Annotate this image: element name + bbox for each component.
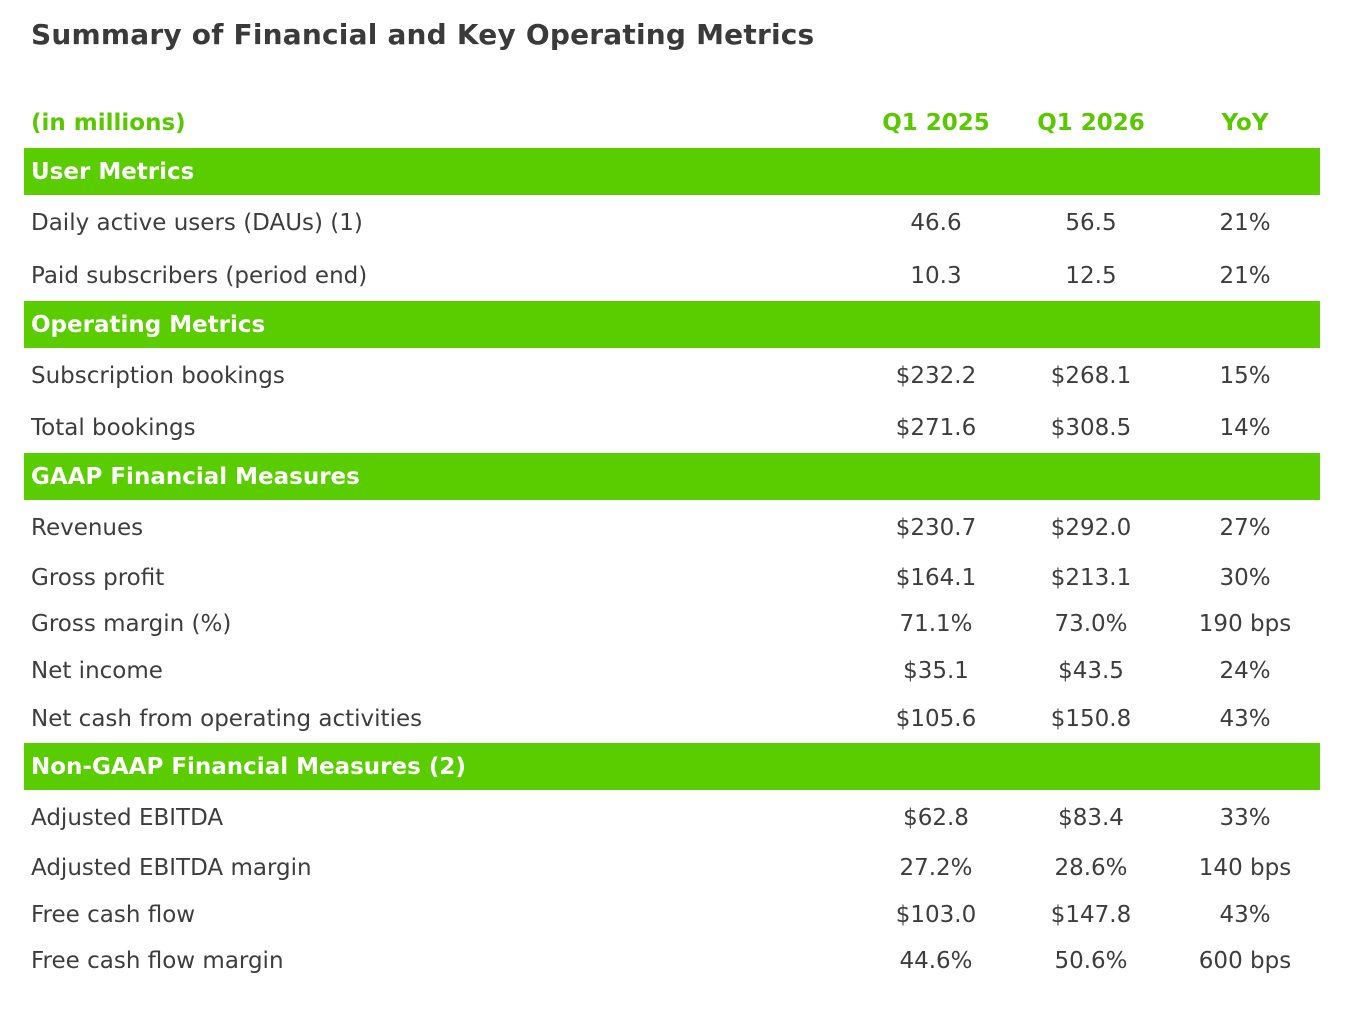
value-q1-2026: 12.5 (1065, 262, 1117, 289)
value-yoy: 21% (1219, 262, 1271, 289)
row-label: Net income (31, 658, 163, 684)
table-row: Total bookings $271.6 $308.5 14% (24, 403, 1320, 453)
value-yoy: 33% (1219, 804, 1271, 831)
value-q1-2025: $105.6 (895, 706, 977, 732)
row-label: Free cash flow (31, 901, 196, 928)
page-title: Summary of Financial and Key Operating M… (31, 18, 815, 51)
value-q1-2026: 56.5 (1065, 209, 1117, 236)
table-row: Gross profit $164.1 $213.1 30% (24, 555, 1320, 601)
value-q1-2026: $268.1 (1050, 362, 1132, 389)
value-q1-2026: 28.6% (1054, 855, 1128, 881)
row-label: Net cash from operating activities (31, 706, 423, 732)
value-q1-2025: $62.8 (903, 804, 969, 831)
metrics-table: (in millions) Q1 2025 Q1 2026 YoY User M… (24, 98, 1320, 984)
row-label: Gross profit (31, 565, 165, 591)
value-q1-2025: 10.3 (910, 262, 962, 289)
row-label: Subscription bookings (31, 362, 285, 389)
value-q1-2025: $164.1 (895, 565, 977, 591)
value-yoy: 15% (1219, 362, 1271, 389)
value-yoy: 43% (1219, 901, 1271, 928)
value-q1-2026: 50.6% (1054, 948, 1128, 974)
value-q1-2025: 44.6% (899, 948, 973, 974)
row-label: Daily active users (DAUs) (1) (31, 209, 363, 236)
row-label: Gross margin (%) (31, 611, 232, 637)
value-yoy: 43% (1219, 706, 1271, 732)
section-title: User Metrics (31, 158, 195, 185)
value-q1-2026: $213.1 (1050, 565, 1132, 591)
column-header-yoy: YoY (1221, 110, 1269, 136)
section-title: GAAP Financial Measures (31, 463, 360, 490)
value-q1-2025: $230.7 (895, 514, 977, 541)
table-row: Free cash flow $103.0 $147.8 43% (24, 891, 1320, 938)
value-q1-2025: 71.1% (899, 611, 973, 637)
value-q1-2025: $103.0 (895, 901, 977, 928)
value-yoy: 24% (1219, 658, 1271, 684)
table-row: Revenues $230.7 $292.0 27% (24, 500, 1320, 555)
value-yoy: 600 bps (1198, 948, 1292, 974)
value-q1-2026: 73.0% (1054, 611, 1128, 637)
table-row: Adjusted EBITDA $62.8 $83.4 33% (24, 790, 1320, 845)
value-q1-2025: $35.1 (903, 658, 969, 684)
value-yoy: 190 bps (1198, 611, 1292, 637)
section-title: Non-GAAP Financial Measures (2) (31, 753, 466, 780)
table-row: Free cash flow margin 44.6% 50.6% 600 bp… (24, 938, 1320, 984)
table-row: Subscription bookings $232.2 $268.1 15% (24, 348, 1320, 403)
value-q1-2026: $150.8 (1050, 706, 1132, 732)
column-header-q1-2026: Q1 2026 (1037, 110, 1145, 136)
value-q1-2025: $271.6 (895, 415, 977, 441)
row-label: Paid subscribers (period end) (31, 262, 368, 289)
table-row: Adjusted EBITDA margin 27.2% 28.6% 140 b… (24, 845, 1320, 891)
value-yoy: 27% (1219, 514, 1271, 541)
row-label: Revenues (31, 514, 144, 541)
value-q1-2025: 46.6 (910, 209, 962, 236)
section-header-operating-metrics: Operating Metrics (24, 301, 1320, 348)
value-yoy: 14% (1219, 415, 1271, 441)
table-header-row: (in millions) Q1 2025 Q1 2026 YoY (24, 98, 1320, 148)
value-q1-2026: $83.4 (1058, 804, 1124, 831)
section-header-non-gaap-financial-measures: Non-GAAP Financial Measures (2) (24, 743, 1320, 790)
column-header-q1-2025: Q1 2025 (882, 110, 990, 136)
table-row: Daily active users (DAUs) (1) 46.6 56.5 … (24, 195, 1320, 250)
table-row: Net cash from operating activities $105.… (24, 695, 1320, 743)
value-q1-2026: $308.5 (1050, 415, 1132, 441)
table-row: Gross margin (%) 71.1% 73.0% 190 bps (24, 601, 1320, 647)
table-row: Paid subscribers (period end) 10.3 12.5 … (24, 250, 1320, 301)
unit-label: (in millions) (31, 110, 186, 136)
row-label: Free cash flow margin (31, 948, 284, 974)
section-title: Operating Metrics (31, 311, 266, 338)
row-label: Adjusted EBITDA (31, 804, 224, 831)
value-q1-2026: $43.5 (1058, 658, 1124, 684)
row-label: Adjusted EBITDA margin (31, 855, 312, 881)
value-yoy: 30% (1219, 565, 1271, 591)
value-q1-2025: 27.2% (899, 855, 973, 881)
section-header-user-metrics: User Metrics (24, 148, 1320, 195)
section-header-gaap-financial-measures: GAAP Financial Measures (24, 453, 1320, 500)
row-label: Total bookings (31, 415, 196, 441)
value-q1-2025: $232.2 (895, 362, 977, 389)
table-row: Net income $35.1 $43.5 24% (24, 647, 1320, 695)
value-q1-2026: $292.0 (1050, 514, 1132, 541)
value-q1-2026: $147.8 (1050, 901, 1132, 928)
value-yoy: 21% (1219, 209, 1271, 236)
value-yoy: 140 bps (1198, 855, 1292, 881)
